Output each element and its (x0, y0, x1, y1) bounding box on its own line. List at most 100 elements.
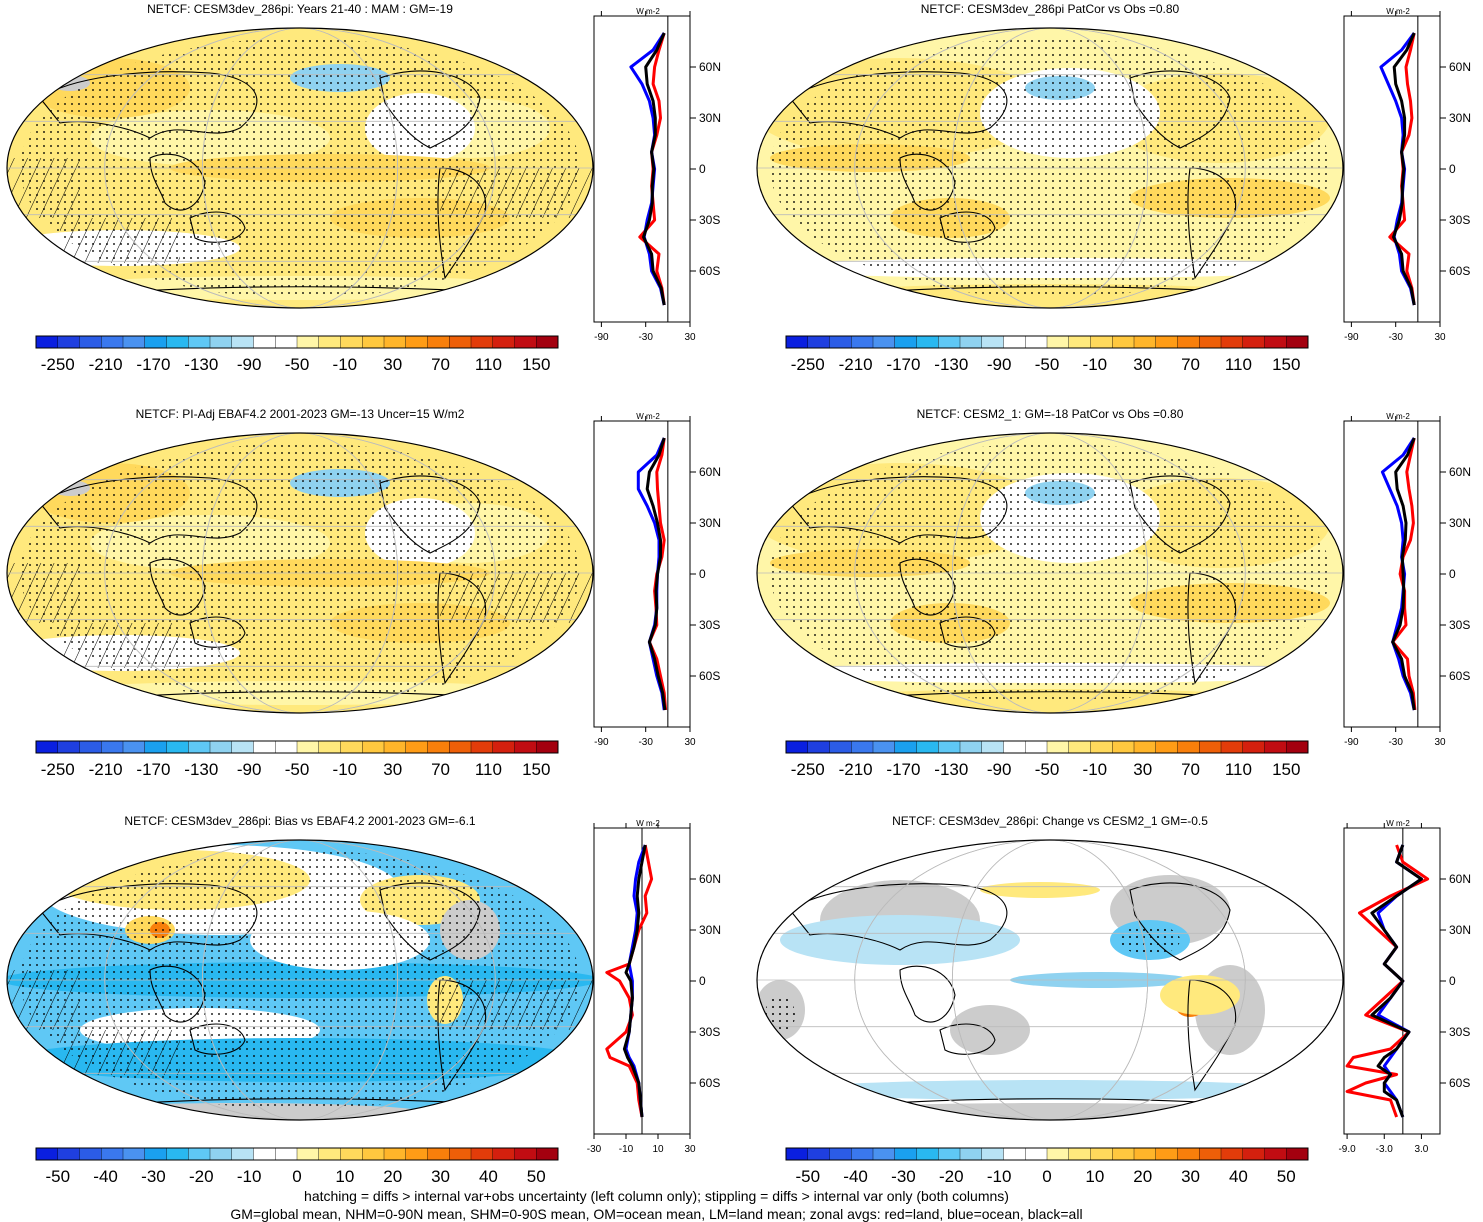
colorbar-swatch (427, 1147, 450, 1161)
colorbar-tick-label: -50 (795, 1167, 820, 1186)
zonal-x-tick-label: -90 (594, 737, 609, 748)
colorbar-swatch (144, 1147, 167, 1161)
zonal-series-line (622, 844, 647, 1118)
colorbar-swatch (275, 740, 298, 754)
zonal-unit-label: W m-2 (1386, 412, 1410, 421)
zonal-x-tick-label: -9.0 (1338, 1144, 1356, 1155)
colorbar-swatch (981, 740, 1004, 754)
zonal-lat-tick-label: 30N (699, 923, 721, 937)
colorbar-tick-label: 70 (431, 355, 450, 374)
colorbar-swatch (938, 335, 961, 349)
zonal-x-tick-label: -30 (1388, 332, 1403, 343)
colorbar-swatch (275, 335, 298, 349)
zonal-lat-tick-label: 60S (699, 669, 720, 683)
colorbar-swatch (1068, 740, 1091, 754)
colorbar-swatch (122, 740, 146, 754)
colorbar-swatch (35, 740, 59, 754)
colorbar-tick-label: -90 (237, 760, 262, 779)
colorbar-tick-label: -250 (41, 355, 75, 374)
zonal-lat-tick-label: 60S (699, 1076, 720, 1090)
map-graticule (7, 433, 593, 713)
colorbar-swatch (938, 740, 961, 754)
panel-title: NETCF: CESM3dev_286pi: Bias vs EBAF4.2 2… (124, 814, 476, 828)
colorbar-swatch (296, 335, 320, 349)
colorbar-swatch (1112, 740, 1135, 754)
panel-cesm2: NETCF: CESM2_1: GM=-18 PatCor vs Obs =0.… (750, 405, 1483, 810)
colorbar-swatch (1003, 1147, 1026, 1161)
colorbar-swatch (1177, 740, 1200, 754)
colorbar-swatch (785, 740, 809, 754)
colorbar-swatch (1242, 740, 1265, 754)
colorbar-swatch (188, 740, 211, 754)
colorbar-swatch (405, 740, 428, 754)
colorbar-tick-label: 150 (1272, 760, 1300, 779)
zonal-series-line (1392, 32, 1416, 306)
zonal-lat-tick-label: 30S (699, 1025, 720, 1039)
zonal-frame (593, 420, 691, 728)
map-plot (756, 432, 1344, 714)
colorbar-swatch (1155, 335, 1178, 349)
colorbar-swatch (1177, 1147, 1200, 1161)
colorbar-swatch (1199, 1147, 1222, 1161)
zonal-lat-tick-label: 30S (1449, 213, 1470, 227)
zonal-unit-label: W m-2 (1386, 7, 1410, 16)
colorbar-swatch (1133, 1147, 1157, 1161)
colorbar-tick-label: 0 (1042, 1167, 1051, 1186)
colorbar-swatch (1025, 740, 1048, 754)
zonal-x-tick-label: 30 (684, 332, 696, 343)
colorbar: -250 -210 -170 -130 -90 -50 -10 30 70 110 150 (785, 740, 1309, 779)
colorbar-tick-label: -10 (987, 1167, 1012, 1186)
zonal-x-tick-label: -30 (587, 1144, 602, 1155)
colorbar-swatch (318, 1147, 341, 1161)
colorbar-tick-label: 30 (383, 355, 402, 374)
colorbar-swatch (1133, 335, 1157, 349)
colorbar-swatch (253, 1147, 276, 1161)
colorbar-swatch (79, 335, 102, 349)
colorbar-swatch (1286, 740, 1309, 754)
colorbar-swatch (1286, 1147, 1309, 1161)
colorbar-swatch (449, 335, 472, 349)
colorbar-tick-label: 10 (1085, 1167, 1104, 1186)
colorbar-swatch (79, 1147, 102, 1161)
colorbar-swatch (362, 740, 385, 754)
colorbar-tick-label: 110 (475, 355, 502, 374)
map-plot (6, 839, 594, 1121)
colorbar-swatch (1046, 335, 1070, 349)
colorbar-swatch (57, 335, 80, 349)
zonal-frame (593, 15, 691, 323)
zonal-unit-label: W m-2 (1386, 819, 1410, 828)
colorbar-swatch (1177, 335, 1200, 349)
panel-title: NETCF: CESM3dev_286pi: Change vs CESM2_1… (892, 814, 1208, 828)
map-outline (756, 839, 1344, 1121)
colorbar-swatch (166, 335, 189, 349)
colorbar-swatch (807, 335, 830, 349)
colorbar-tick-label: 150 (522, 355, 550, 374)
zonal-average-plot: -30 -10 10 30 W m-2 60N 30N 0 30S 60S (587, 819, 721, 1155)
footer-note-hatching: hatching = diffs > internal var+obs unce… (304, 1188, 1009, 1204)
zonal-lat-tick-label: 0 (699, 974, 706, 988)
zonal-lat-tick-label: 30S (699, 618, 720, 632)
colorbar-tick-label: -90 (987, 355, 1012, 374)
colorbar-swatch (1090, 740, 1113, 754)
colorbar-tick-label: -50 (285, 355, 310, 374)
colorbar-swatch (536, 740, 559, 754)
colorbar-swatch (383, 1147, 407, 1161)
zonal-series-line (1391, 437, 1416, 711)
colorbar-tick-label: -130 (184, 355, 218, 374)
colorbar-swatch (981, 1147, 1004, 1161)
colorbar-tick-label: -250 (791, 355, 825, 374)
zonal-frame (1343, 827, 1441, 1135)
colorbar-tick-label: -40 (93, 1167, 118, 1186)
zonal-lat-tick-label: 60S (1449, 669, 1470, 683)
colorbar-swatch (79, 740, 102, 754)
zonal-unit-label: W m-2 (636, 7, 660, 16)
colorbar-swatch (1046, 740, 1070, 754)
colorbar-swatch (340, 1147, 363, 1161)
colorbar-swatch (1220, 740, 1244, 754)
zonal-unit-label: W m-2 (636, 819, 660, 828)
zonal-unit-label: W m-2 (636, 412, 660, 421)
colorbar-swatch (807, 1147, 830, 1161)
colorbar-swatch (427, 740, 450, 754)
colorbar-swatch (894, 740, 917, 754)
colorbar-swatch (916, 740, 939, 754)
